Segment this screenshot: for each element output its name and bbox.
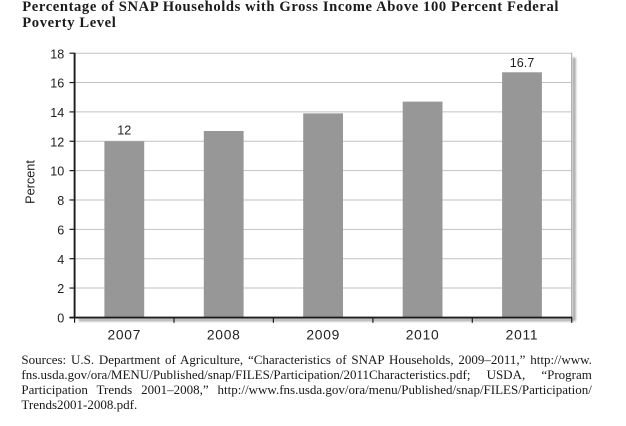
svg-text:18: 18 bbox=[50, 47, 64, 61]
svg-text:14: 14 bbox=[50, 106, 64, 120]
svg-text:10: 10 bbox=[50, 165, 64, 179]
svg-text:2008: 2008 bbox=[207, 327, 241, 342]
svg-text:4: 4 bbox=[57, 253, 64, 267]
svg-text:6: 6 bbox=[57, 223, 64, 237]
svg-text:16: 16 bbox=[50, 77, 64, 91]
svg-text:12: 12 bbox=[50, 135, 64, 149]
svg-text:12: 12 bbox=[117, 124, 131, 138]
svg-text:Percent: Percent bbox=[24, 160, 38, 204]
svg-text:0: 0 bbox=[57, 312, 64, 326]
svg-text:8: 8 bbox=[57, 194, 64, 208]
svg-text:2007: 2007 bbox=[107, 327, 141, 342]
svg-text:2: 2 bbox=[57, 282, 64, 296]
svg-text:2009: 2009 bbox=[306, 327, 340, 342]
svg-text:2010: 2010 bbox=[406, 327, 440, 342]
svg-text:16.7: 16.7 bbox=[510, 56, 535, 70]
svg-text:2011: 2011 bbox=[506, 327, 539, 342]
